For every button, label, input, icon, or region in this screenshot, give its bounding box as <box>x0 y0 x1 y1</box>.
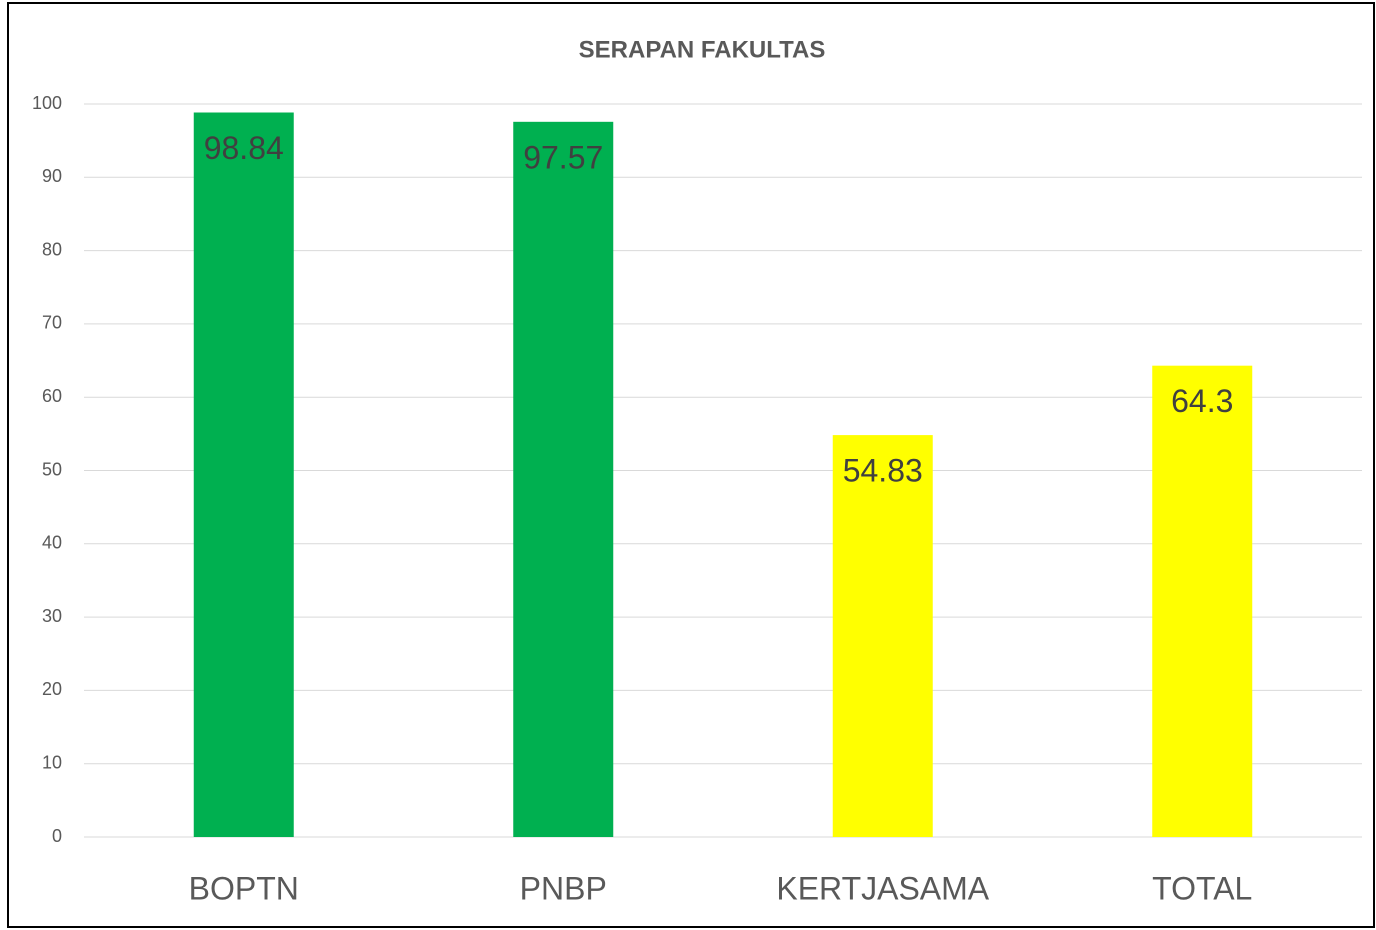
y-tick-label: 60 <box>42 386 62 406</box>
y-tick-label: 0 <box>52 826 62 846</box>
y-tick-label: 20 <box>42 679 62 699</box>
y-tick-label: 50 <box>42 459 62 479</box>
bar <box>193 112 294 837</box>
y-tick-label: 40 <box>42 533 62 553</box>
chart-title: SERAPAN FAKULTAS <box>579 36 826 63</box>
y-tick-label: 10 <box>42 752 62 772</box>
data-label: 98.84 <box>204 130 284 166</box>
bar <box>832 435 933 837</box>
bar <box>1152 365 1253 837</box>
y-tick-label: 80 <box>42 239 62 259</box>
data-label: 54.83 <box>843 453 923 489</box>
data-label: 97.57 <box>523 139 603 175</box>
bar <box>513 121 614 838</box>
y-tick-label: 100 <box>32 93 62 113</box>
y-tick-label: 70 <box>42 313 62 333</box>
x-tick-label: BOPTN <box>189 870 299 906</box>
y-tick-label: 90 <box>42 166 62 186</box>
x-tick-label: KERTJASAMA <box>776 870 989 906</box>
x-tick-label: TOTAL <box>1152 870 1252 906</box>
data-label: 64.3 <box>1171 383 1233 419</box>
x-tick-label: PNBP <box>520 870 607 906</box>
y-tick-label: 30 <box>42 606 62 626</box>
